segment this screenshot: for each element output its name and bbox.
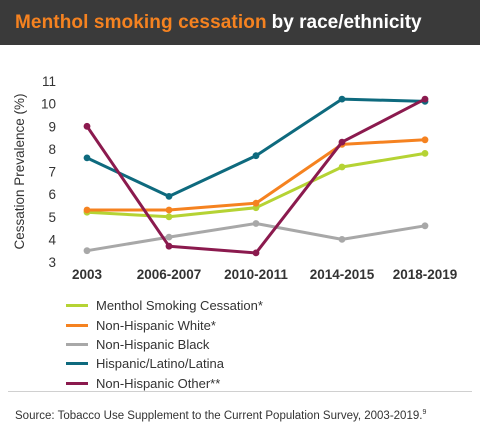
legend-item: Non-Hispanic White* <box>66 315 263 334</box>
legend-swatch <box>66 342 88 346</box>
y-tick-label: 9 <box>48 119 56 134</box>
legend-item: Non-Hispanic Other** <box>66 374 263 393</box>
legend-item: Menthol Smoking Cessation* <box>66 296 263 315</box>
x-tick-label: 2006-2007 <box>137 267 202 282</box>
data-point <box>252 220 260 227</box>
legend-swatch <box>66 362 88 366</box>
y-axis-label: Cessation Prevalence (%) <box>12 93 27 249</box>
series-line <box>85 97 427 255</box>
data-point <box>252 249 260 257</box>
data-point <box>421 95 429 103</box>
data-point <box>165 206 173 214</box>
data-point <box>338 236 346 243</box>
legend-label: Non-Hispanic White* <box>96 317 216 333</box>
legend-swatch <box>66 323 88 327</box>
data-point <box>421 136 429 144</box>
y-tick-label: 8 <box>48 142 56 157</box>
legend-label: Non-Hispanic Black <box>96 336 210 352</box>
data-point <box>252 152 260 160</box>
data-point <box>165 193 173 200</box>
y-tick-label: 7 <box>48 165 56 180</box>
source-note: Source: Tobacco Use Supplement to the Cu… <box>15 409 426 422</box>
data-point <box>165 233 173 241</box>
x-tick-label: 2003 <box>72 267 103 282</box>
data-point <box>338 163 346 171</box>
x-tick-label: 2018-2019 <box>393 267 458 282</box>
chart-legend: Menthol Smoking Cessation* Non-Hispanic W… <box>66 296 263 393</box>
y-tick-label: 6 <box>48 187 56 202</box>
legend-item: Non-Hispanic Black <box>66 335 263 354</box>
data-point <box>165 213 173 221</box>
data-point <box>421 150 429 157</box>
y-tick-label: 3 <box>48 255 56 270</box>
footer-divider <box>8 391 472 392</box>
legend-label: Non-Hispanic Other** <box>96 375 221 391</box>
y-tick-label: 11 <box>42 74 56 89</box>
legend-item: Hispanic/Latino/Latina <box>66 354 263 373</box>
y-tick-label: 10 <box>41 97 56 112</box>
y-tick-label: 4 <box>48 232 56 247</box>
source-footnote: 9 <box>422 409 427 416</box>
chart-axes: Cessation Prevalence (%) 3 4 5 6 7 8 9 10 11 2003 2… <box>12 74 457 282</box>
y-tick-label: 5 <box>48 210 56 225</box>
title-rest: by race/ethnicity <box>271 11 422 33</box>
data-point <box>252 199 260 207</box>
data-point <box>421 222 429 230</box>
x-tick-label: 2014-2015 <box>310 267 375 282</box>
data-point <box>338 138 346 146</box>
legend-swatch <box>66 381 88 385</box>
series-line <box>85 97 427 198</box>
series-line <box>85 222 427 253</box>
legend-label: Menthol Smoking Cessation* <box>96 298 263 314</box>
legend-label: Hispanic/Latino/Latina <box>96 356 224 372</box>
source-text: Source: Tobacco Use Supplement to the Cu… <box>15 409 423 422</box>
data-point <box>83 154 91 162</box>
data-point <box>83 122 91 130</box>
x-tick-label: 2010-2011 <box>224 267 288 282</box>
title-highlight: Menthol smoking cessation <box>15 11 267 33</box>
title-bar: Menthol smoking cessation by race/ethnic… <box>0 0 480 45</box>
data-point <box>83 206 91 214</box>
data-point <box>165 242 173 250</box>
data-point <box>338 95 346 103</box>
chart-series <box>83 95 429 257</box>
line-chart: Cessation Prevalence (%) 3 4 5 6 7 8 9 10 11 2003 2… <box>12 74 457 282</box>
legend-swatch <box>66 304 88 308</box>
data-point <box>83 247 91 255</box>
